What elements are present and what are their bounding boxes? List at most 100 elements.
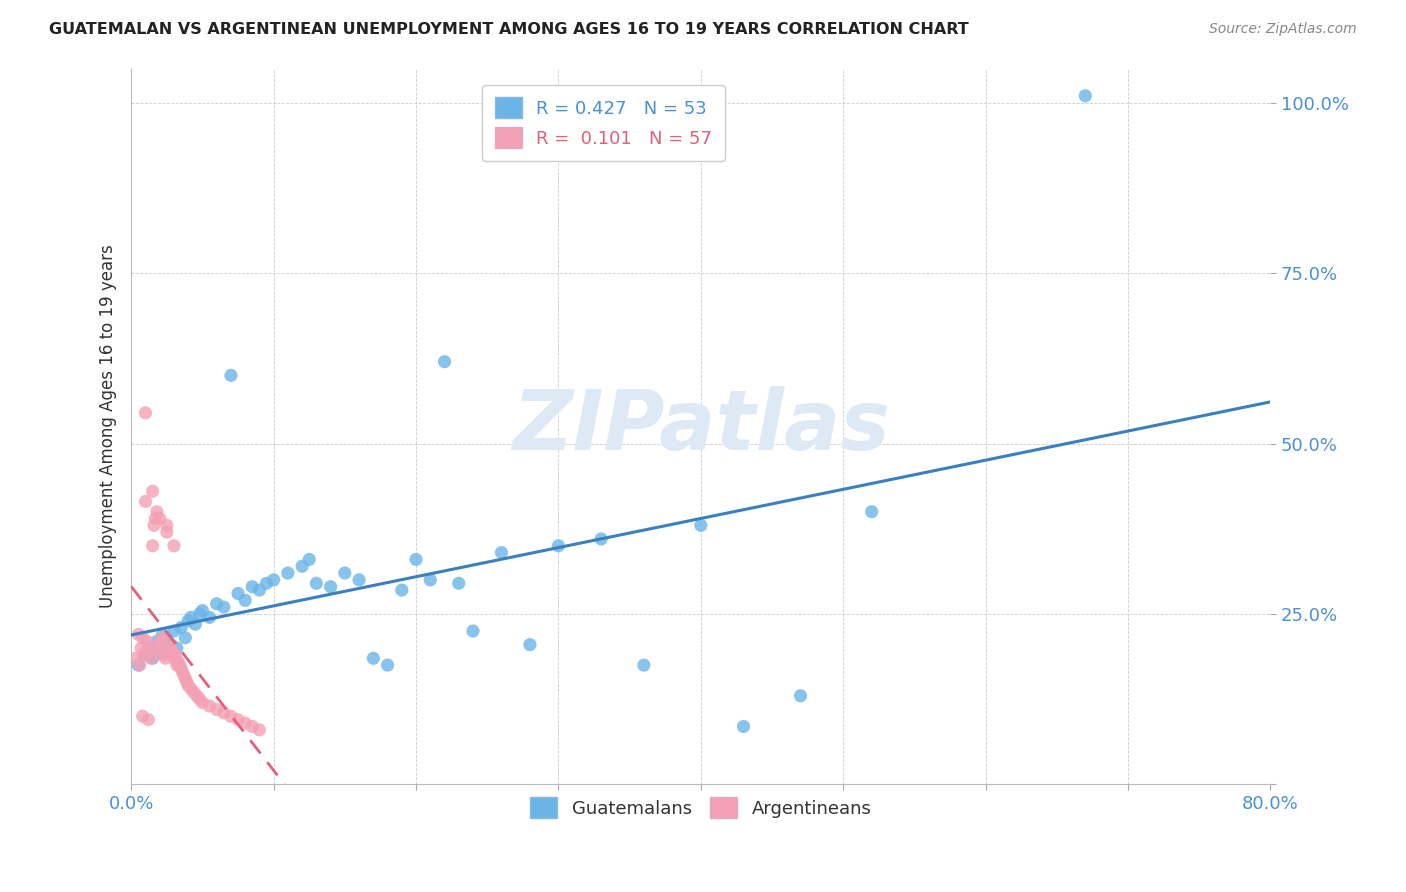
Point (149, 638, 172, 652)
Point (166, 641, 188, 656)
Point (145, 511, 167, 525)
Point (405, 552, 427, 566)
Point (333, 566, 356, 580)
Point (491, 546, 513, 560)
Point (305, 576, 328, 591)
Point (143, 518, 166, 533)
Point (138, 644, 160, 658)
Point (138, 641, 160, 656)
Text: GUATEMALAN VS ARGENTINEAN UNEMPLOYMENT AMONG AGES 16 TO 19 YEARS CORRELATION CHA: GUATEMALAN VS ARGENTINEAN UNEMPLOYMENT A… (49, 22, 969, 37)
Point (263, 573, 285, 587)
Point (173, 668, 195, 682)
Point (591, 532, 613, 546)
Point (142, 539, 165, 553)
Point (139, 641, 162, 656)
Point (212, 706, 235, 720)
Point (176, 675, 198, 690)
Point (132, 648, 155, 662)
Point (433, 354, 456, 368)
Point (447, 576, 470, 591)
Point (198, 699, 221, 714)
Point (226, 713, 249, 727)
Point (156, 631, 179, 645)
Point (160, 641, 183, 656)
Point (152, 631, 174, 645)
Point (129, 641, 152, 656)
Point (156, 518, 179, 533)
Point (233, 716, 256, 731)
Point (188, 692, 211, 706)
Point (141, 651, 163, 665)
Point (240, 719, 263, 733)
Point (128, 658, 150, 673)
Point (205, 702, 228, 716)
Legend: Guatemalans, Argentineans: Guatemalans, Argentineans (523, 790, 879, 825)
Point (633, 658, 655, 673)
Point (291, 559, 314, 574)
Y-axis label: Unemployment Among Ages 16 to 19 years: Unemployment Among Ages 16 to 19 years (100, 244, 117, 608)
Point (124, 651, 146, 665)
Point (226, 586, 249, 600)
Point (127, 658, 149, 673)
Point (347, 573, 370, 587)
Point (159, 638, 181, 652)
Point (419, 573, 441, 587)
Point (247, 583, 270, 598)
Point (184, 617, 207, 632)
Point (240, 580, 263, 594)
Point (166, 658, 188, 673)
Point (131, 709, 153, 723)
Point (183, 685, 205, 699)
Point (149, 644, 172, 658)
Point (150, 634, 173, 648)
Point (256, 576, 278, 591)
Point (134, 406, 156, 420)
Point (135, 634, 157, 648)
Point (461, 624, 484, 638)
Point (205, 597, 228, 611)
Point (142, 651, 165, 665)
Point (186, 689, 208, 703)
Text: ZIPatlas: ZIPatlas (512, 386, 890, 467)
Point (160, 638, 183, 652)
Point (167, 655, 190, 669)
Point (789, 689, 811, 703)
Point (191, 603, 214, 617)
Point (134, 494, 156, 508)
Point (170, 661, 193, 675)
Point (180, 681, 202, 696)
Point (319, 580, 342, 594)
Point (191, 696, 214, 710)
Point (519, 638, 541, 652)
Point (391, 583, 413, 598)
Point (152, 627, 174, 641)
Point (170, 621, 193, 635)
Point (163, 539, 186, 553)
Point (219, 368, 242, 383)
Point (174, 631, 197, 645)
Point (219, 709, 242, 723)
Point (198, 610, 221, 624)
Point (733, 719, 755, 733)
Point (148, 644, 170, 658)
Point (363, 651, 385, 665)
Text: Source: ZipAtlas.com: Source: ZipAtlas.com (1209, 22, 1357, 37)
Point (377, 658, 399, 673)
Point (247, 723, 270, 737)
Point (174, 672, 197, 686)
Point (157, 644, 180, 658)
Point (188, 607, 211, 621)
Point (172, 665, 194, 679)
Point (163, 651, 186, 665)
Point (153, 648, 176, 662)
Point (127, 627, 149, 641)
Point (149, 511, 172, 525)
Point (156, 525, 179, 540)
Point (1074, 88, 1097, 103)
Point (138, 713, 160, 727)
Point (689, 518, 711, 533)
Point (233, 593, 256, 607)
Point (165, 648, 187, 662)
Point (131, 631, 153, 645)
Point (177, 614, 200, 628)
